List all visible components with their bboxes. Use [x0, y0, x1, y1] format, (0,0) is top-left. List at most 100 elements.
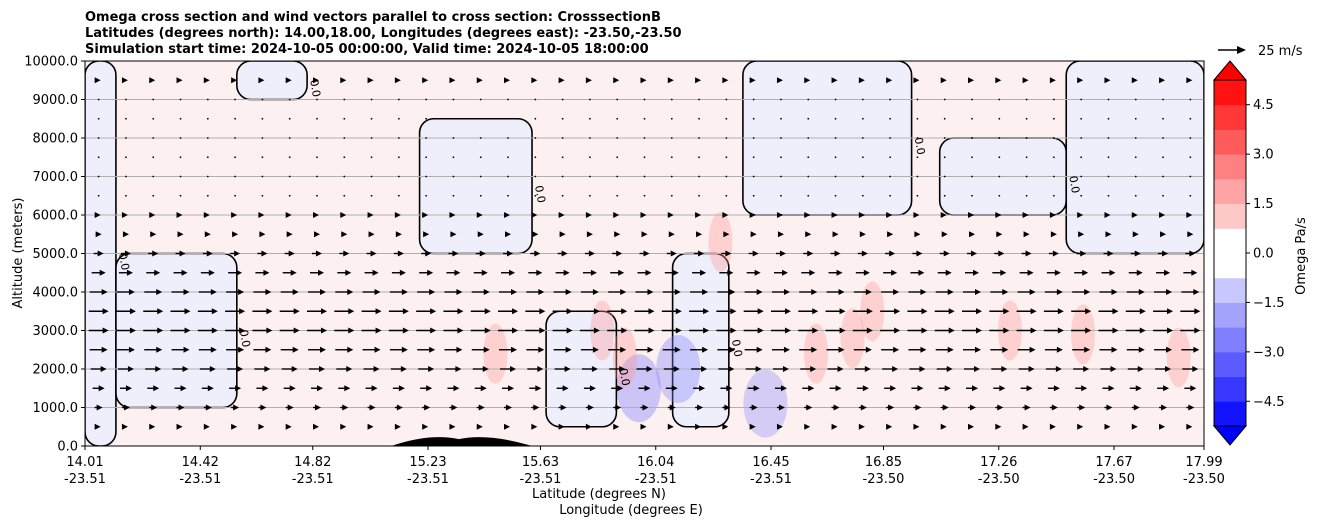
wind-vector — [1080, 194, 1083, 197]
wind-vector — [780, 194, 782, 197]
wind-vector — [1052, 117, 1055, 120]
wind-vector — [616, 156, 619, 159]
wind-vector-head — [1188, 404, 1195, 411]
wind-vector — [861, 175, 864, 178]
wind-vector-head — [149, 423, 156, 430]
wind-vector-head — [1057, 327, 1064, 334]
wind-vector-head — [264, 366, 271, 372]
wind-vector-head — [480, 385, 487, 392]
wind-vector-head — [1107, 250, 1114, 257]
wind-vector-head — [640, 77, 647, 84]
wind-vector-head — [838, 289, 845, 295]
wind-vector — [752, 194, 755, 197]
wind-vector-head — [648, 327, 655, 334]
x-tick-label-lat: 17.26 — [980, 455, 1017, 470]
ascent-descent-shading — [483, 211, 1191, 438]
wind-vector — [452, 117, 455, 120]
wind-vector-head — [237, 366, 244, 372]
wind-vector — [1162, 98, 1164, 101]
wind-vector-head — [858, 212, 865, 218]
wind-vector-head — [697, 404, 704, 411]
x-tick-label-lon: -23.50 — [1183, 472, 1225, 487]
wind-vector — [943, 98, 946, 101]
descent-blob — [483, 323, 508, 384]
wind-vector-head — [157, 308, 164, 315]
title-line-2: Latitudes (degrees north): 14.00,18.00, … — [85, 26, 682, 41]
wind-vector — [861, 98, 864, 101]
x-tick-label-lon: -23.50 — [1093, 472, 1135, 487]
wind-vector-head — [1084, 289, 1091, 295]
wind-vector-head — [667, 212, 674, 218]
wind-vector — [643, 175, 646, 178]
wind-vector-head — [725, 250, 732, 257]
wind-vector-head — [1108, 385, 1115, 392]
wind-vector-head — [477, 231, 484, 238]
wind-vector-head — [484, 308, 491, 315]
wind-vector — [261, 117, 264, 120]
wind-vector-head — [315, 250, 322, 257]
wind-vector — [425, 137, 428, 139]
x-tick-label-lon: -23.51 — [64, 472, 106, 487]
wind-vector-head — [811, 346, 818, 353]
wind-vector-head — [149, 77, 156, 84]
wind-vector-head — [722, 212, 729, 218]
wind-vector — [425, 156, 428, 159]
wind-vector — [479, 137, 482, 139]
wind-vector-head — [756, 289, 763, 295]
wind-vector — [179, 175, 182, 178]
wind-vector-head — [236, 269, 243, 276]
wind-vector-head — [340, 423, 347, 430]
wind-vector-head — [1022, 212, 1029, 218]
wind-vector — [998, 194, 1001, 197]
wind-vector-head — [1134, 250, 1141, 257]
wind-vector-head — [239, 308, 246, 315]
wind-vector — [1080, 156, 1083, 159]
wind-vector — [206, 137, 209, 139]
wind-vector-head — [209, 366, 216, 372]
x-tick-label-lat: 17.67 — [1095, 455, 1132, 470]
wind-vector — [971, 137, 973, 139]
wind-vector-head — [566, 308, 573, 315]
wind-vector-head — [858, 423, 865, 430]
wind-vector-head — [370, 250, 377, 257]
wind-vector-head — [314, 404, 321, 411]
wind-vector-head — [917, 385, 924, 392]
wind-vector — [425, 117, 428, 120]
wind-vector-head — [673, 366, 680, 372]
wind-vector-head — [505, 231, 512, 238]
wind-vector-head — [886, 212, 893, 218]
wind-vector-head — [287, 404, 294, 411]
wind-vector — [780, 156, 782, 159]
wind-vector — [643, 117, 646, 120]
wind-vector — [343, 98, 346, 101]
wind-vector-head — [369, 404, 376, 411]
wind-vector — [889, 137, 892, 139]
wind-vector — [397, 117, 400, 120]
wind-vector-head — [266, 327, 273, 334]
colorbar-tick-label: −3.0 — [1253, 345, 1285, 360]
wind-vector — [834, 156, 837, 159]
wind-vector-head — [587, 404, 594, 411]
wind-vector-head — [1139, 308, 1146, 315]
wind-vector-head — [1104, 77, 1111, 84]
wind-vector-head — [751, 404, 758, 411]
wind-vector-head — [752, 250, 759, 257]
wind-vector — [998, 137, 1001, 139]
wind-vector — [616, 98, 619, 101]
wind-vector — [561, 117, 564, 120]
wind-vector-head — [396, 404, 403, 411]
wind-vector — [261, 156, 264, 159]
wind-vector-head — [1025, 250, 1032, 257]
wind-vector — [1162, 175, 1164, 178]
wind-vector-head — [1023, 231, 1030, 238]
wind-vector — [125, 137, 127, 139]
wind-vector-head — [424, 404, 431, 411]
wind-vector-head — [129, 327, 136, 334]
wind-vector-head — [121, 77, 128, 84]
descent-blob — [1071, 304, 1096, 365]
wind-vector-head — [157, 327, 164, 334]
title-line-3: Simulation start time: 2024-10-05 00:00:… — [85, 42, 649, 57]
wind-vector-head — [695, 77, 702, 84]
wind-vector-head — [176, 77, 183, 84]
wind-vector — [534, 137, 537, 139]
